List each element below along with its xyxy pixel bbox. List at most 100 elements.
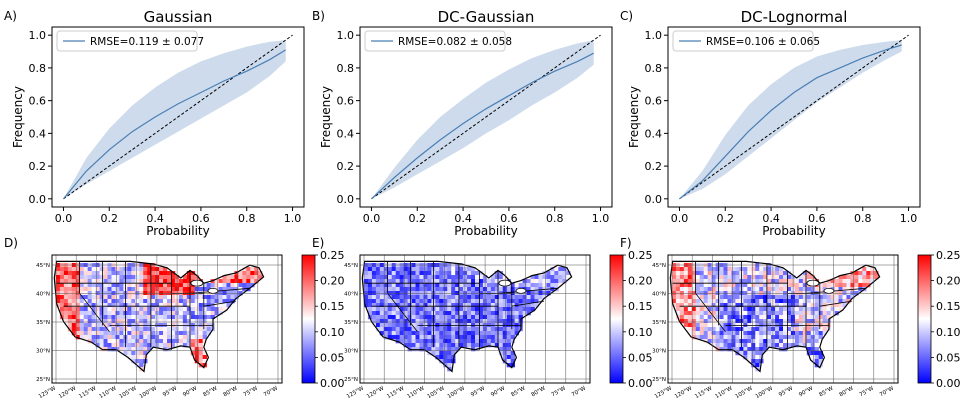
map-cell xyxy=(719,331,724,336)
map-cell xyxy=(719,343,724,348)
map-cell xyxy=(99,315,104,320)
map-cell xyxy=(167,335,172,340)
map-cell xyxy=(67,299,73,304)
map-cell xyxy=(238,291,243,296)
colorbar-tick-label: 0.05 xyxy=(936,351,961,364)
map-cell xyxy=(83,283,88,288)
map-cell xyxy=(494,339,500,344)
colorbar-tick-label: 0.20 xyxy=(628,275,653,288)
map-cell xyxy=(103,295,108,300)
map-cell xyxy=(759,351,764,356)
map-cell xyxy=(95,327,100,332)
map-cell xyxy=(862,279,867,284)
map-cell xyxy=(111,335,116,340)
map-cell xyxy=(719,291,724,296)
map-cell xyxy=(699,287,704,292)
map-cell xyxy=(810,287,816,292)
map-cell xyxy=(391,279,396,284)
map-cell xyxy=(727,331,732,336)
map-cell xyxy=(723,343,728,348)
map-cell xyxy=(163,283,168,288)
map-cell xyxy=(103,311,108,316)
map-cell xyxy=(167,311,172,316)
lon-tick-label: 120°W xyxy=(366,385,386,400)
map-cell xyxy=(759,355,764,360)
map-cell xyxy=(178,319,184,324)
map-cell xyxy=(747,291,752,296)
map-cell xyxy=(375,319,381,324)
map-cell xyxy=(486,287,492,292)
map-cell xyxy=(767,339,772,344)
map-cell xyxy=(399,299,404,304)
map-cell xyxy=(687,299,693,304)
map-cell xyxy=(143,339,148,344)
map-cell xyxy=(751,311,756,316)
map-cell xyxy=(186,319,192,324)
map-cell xyxy=(747,287,752,292)
map-cell xyxy=(486,299,492,304)
lon-tick-label: 115°W xyxy=(386,385,406,400)
map-cell xyxy=(423,287,428,292)
map-cell xyxy=(467,299,472,304)
map-cell xyxy=(675,279,681,284)
map-cell xyxy=(687,275,693,280)
map-cell xyxy=(198,299,203,304)
lon-tick-label: 115°W xyxy=(694,385,714,400)
map-cell xyxy=(798,279,804,284)
map-cell xyxy=(443,307,448,312)
map-cell xyxy=(743,267,748,272)
map-cell xyxy=(763,299,768,304)
map-cell xyxy=(395,315,400,320)
colorbar-tick-label: 0.00 xyxy=(320,377,345,390)
map-cell xyxy=(794,295,800,300)
map-cell xyxy=(846,291,851,296)
map-cell xyxy=(798,307,804,312)
map-cell xyxy=(715,287,720,292)
map-cell xyxy=(703,279,708,284)
map-cell xyxy=(703,331,708,336)
map-cell xyxy=(383,267,389,272)
x-axis-label: Probability xyxy=(454,224,517,238)
map-cell xyxy=(379,283,385,288)
state-border xyxy=(511,300,545,307)
colorbar-tick-label: 0.00 xyxy=(628,377,653,390)
map-cell xyxy=(147,347,152,352)
map-cell xyxy=(95,303,100,308)
map-cell xyxy=(475,335,480,340)
map-cell xyxy=(95,295,100,300)
map-cell xyxy=(751,351,756,356)
map-cell xyxy=(798,343,804,348)
map-cell xyxy=(55,299,61,304)
map-cell xyxy=(751,299,756,304)
map-cell xyxy=(731,295,736,300)
map-cell xyxy=(387,331,393,336)
map-cell xyxy=(111,275,116,280)
map-cell xyxy=(783,319,788,324)
map-cell xyxy=(75,315,81,320)
map-cell xyxy=(727,319,732,324)
map-cell xyxy=(67,283,73,288)
map-cell xyxy=(735,347,740,352)
map-cell xyxy=(194,331,200,336)
map-cell xyxy=(814,347,819,352)
map-cell xyxy=(723,275,728,280)
map-cell xyxy=(115,267,120,272)
map-cell xyxy=(151,303,156,308)
map-cell xyxy=(143,283,148,288)
x-tick-label: 0.8 xyxy=(854,212,872,225)
map-cell xyxy=(826,311,831,316)
map-cell xyxy=(395,271,400,276)
map-cell xyxy=(675,287,681,292)
map-cell xyxy=(186,283,192,288)
map-cell xyxy=(67,319,73,324)
axes-frame xyxy=(359,26,613,208)
map-cell xyxy=(399,335,404,340)
map-cell xyxy=(671,275,677,280)
map-cell xyxy=(391,327,396,332)
map-cell xyxy=(87,335,92,340)
map-cell xyxy=(363,299,369,304)
map-cell xyxy=(151,343,156,348)
map-cell xyxy=(59,311,65,316)
map-cell xyxy=(554,275,559,280)
map-cell xyxy=(190,351,196,356)
